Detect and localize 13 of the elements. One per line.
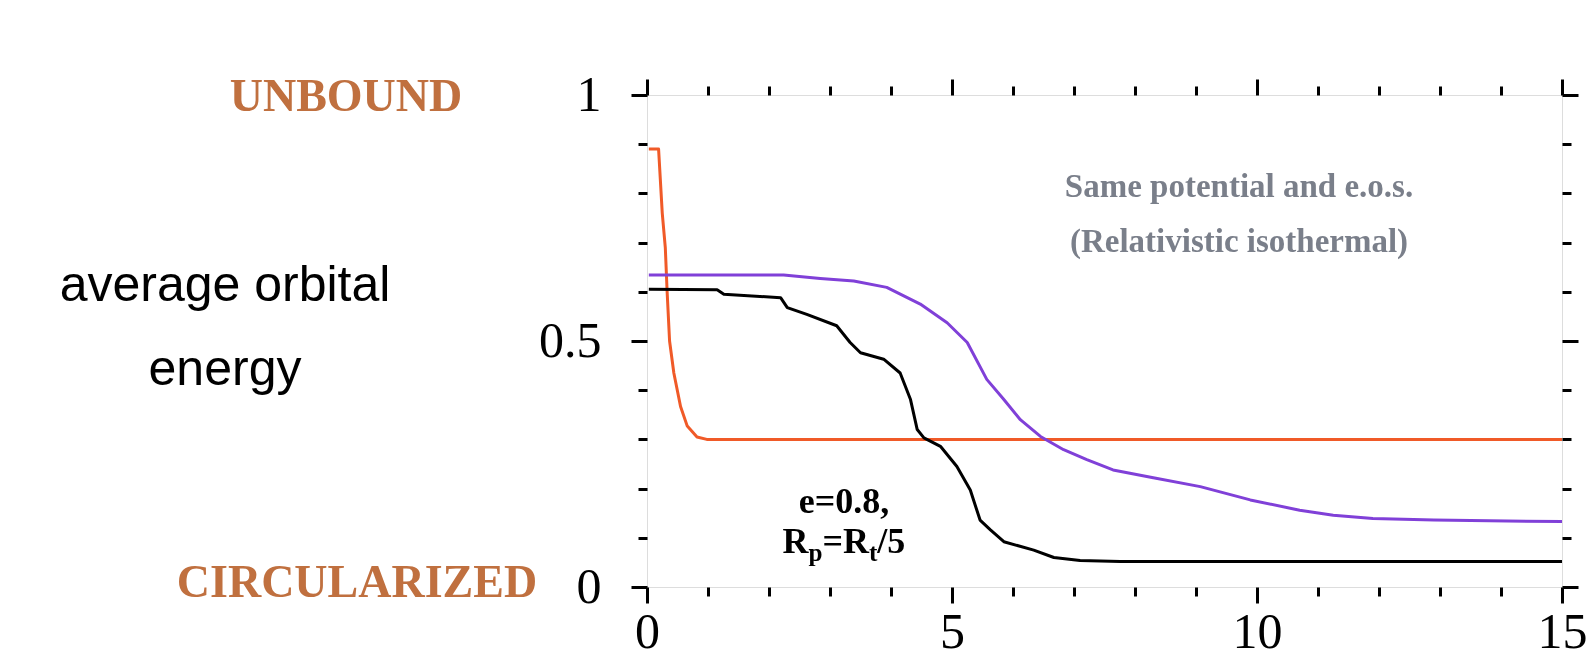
line-series — [647, 147, 1562, 441]
line-series — [647, 273, 1562, 524]
text: CIRCULARIZED — [176, 556, 538, 607]
y-tick-label: 1 — [576, 65, 602, 122]
x-tick-label: 10 — [1232, 602, 1283, 659]
x-tick-label: 5 — [940, 602, 965, 659]
y-tick-label: 0 — [576, 557, 602, 614]
annotation: Same potential and e.o.s. (Relativistic isothermal) — [1064, 168, 1414, 260]
y-axis-title: average orbital energy — [59, 256, 391, 396]
x-tick-label: 0 — [635, 602, 660, 659]
y-tick-label: 0.5 — [539, 311, 602, 368]
x-tick-label: 15 — [1537, 602, 1588, 659]
text: UNBOUND — [229, 70, 463, 121]
